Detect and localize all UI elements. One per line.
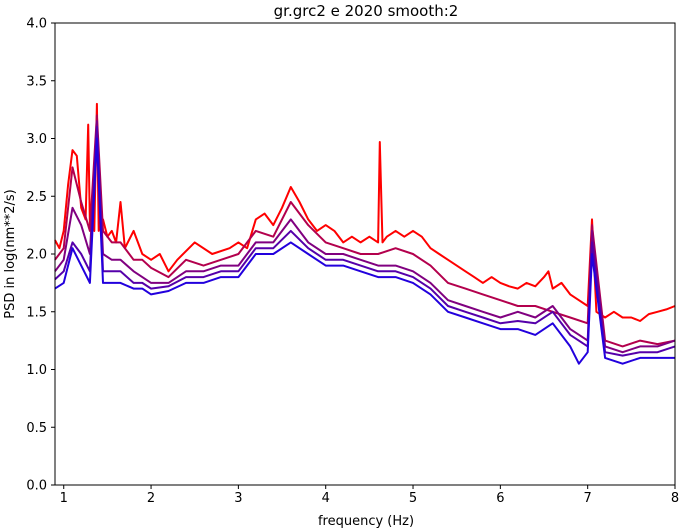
series-line-5 — [54, 137, 675, 365]
x-tick-label: 5 — [409, 491, 417, 506]
y-tick-label: 3.5 — [26, 74, 47, 89]
y-axis-label: PSD in log(nm**2/s) — [3, 189, 18, 319]
series-layer — [54, 102, 676, 365]
series-line-1 — [54, 102, 676, 322]
x-tick-label: 8 — [671, 491, 679, 506]
series-line-4 — [54, 125, 676, 357]
x-axis: 1 2 3 4 5 6 7 8 — [60, 485, 679, 506]
y-axis: 0.0 0.5 1.0 1.5 2.0 2.5 3.0 3.5 4.0 — [26, 17, 55, 494]
x-tick-label: 2 — [147, 491, 155, 506]
x-tick-label: 1 — [60, 491, 68, 506]
y-tick-label: 4.0 — [26, 17, 47, 32]
x-axis-label: frequency (Hz) — [318, 514, 414, 529]
y-tick-label: 2.5 — [26, 190, 47, 205]
y-tick-label: 2.0 — [26, 248, 47, 263]
y-tick-label: 0.5 — [26, 421, 47, 436]
chart-title: gr.grc2 e 2020 smooth:2 — [274, 2, 459, 20]
series-line-3 — [54, 120, 676, 354]
y-tick-label: 3.0 — [26, 132, 47, 147]
x-tick-label: 4 — [322, 491, 330, 506]
series-line-2 — [54, 114, 676, 348]
y-tick-label: 0.0 — [26, 479, 47, 494]
x-tick-label: 3 — [234, 491, 242, 506]
y-tick-label: 1.5 — [26, 305, 47, 320]
x-tick-label: 7 — [584, 491, 592, 506]
x-tick-label: 6 — [496, 491, 504, 506]
y-tick-label: 1.0 — [26, 363, 47, 378]
